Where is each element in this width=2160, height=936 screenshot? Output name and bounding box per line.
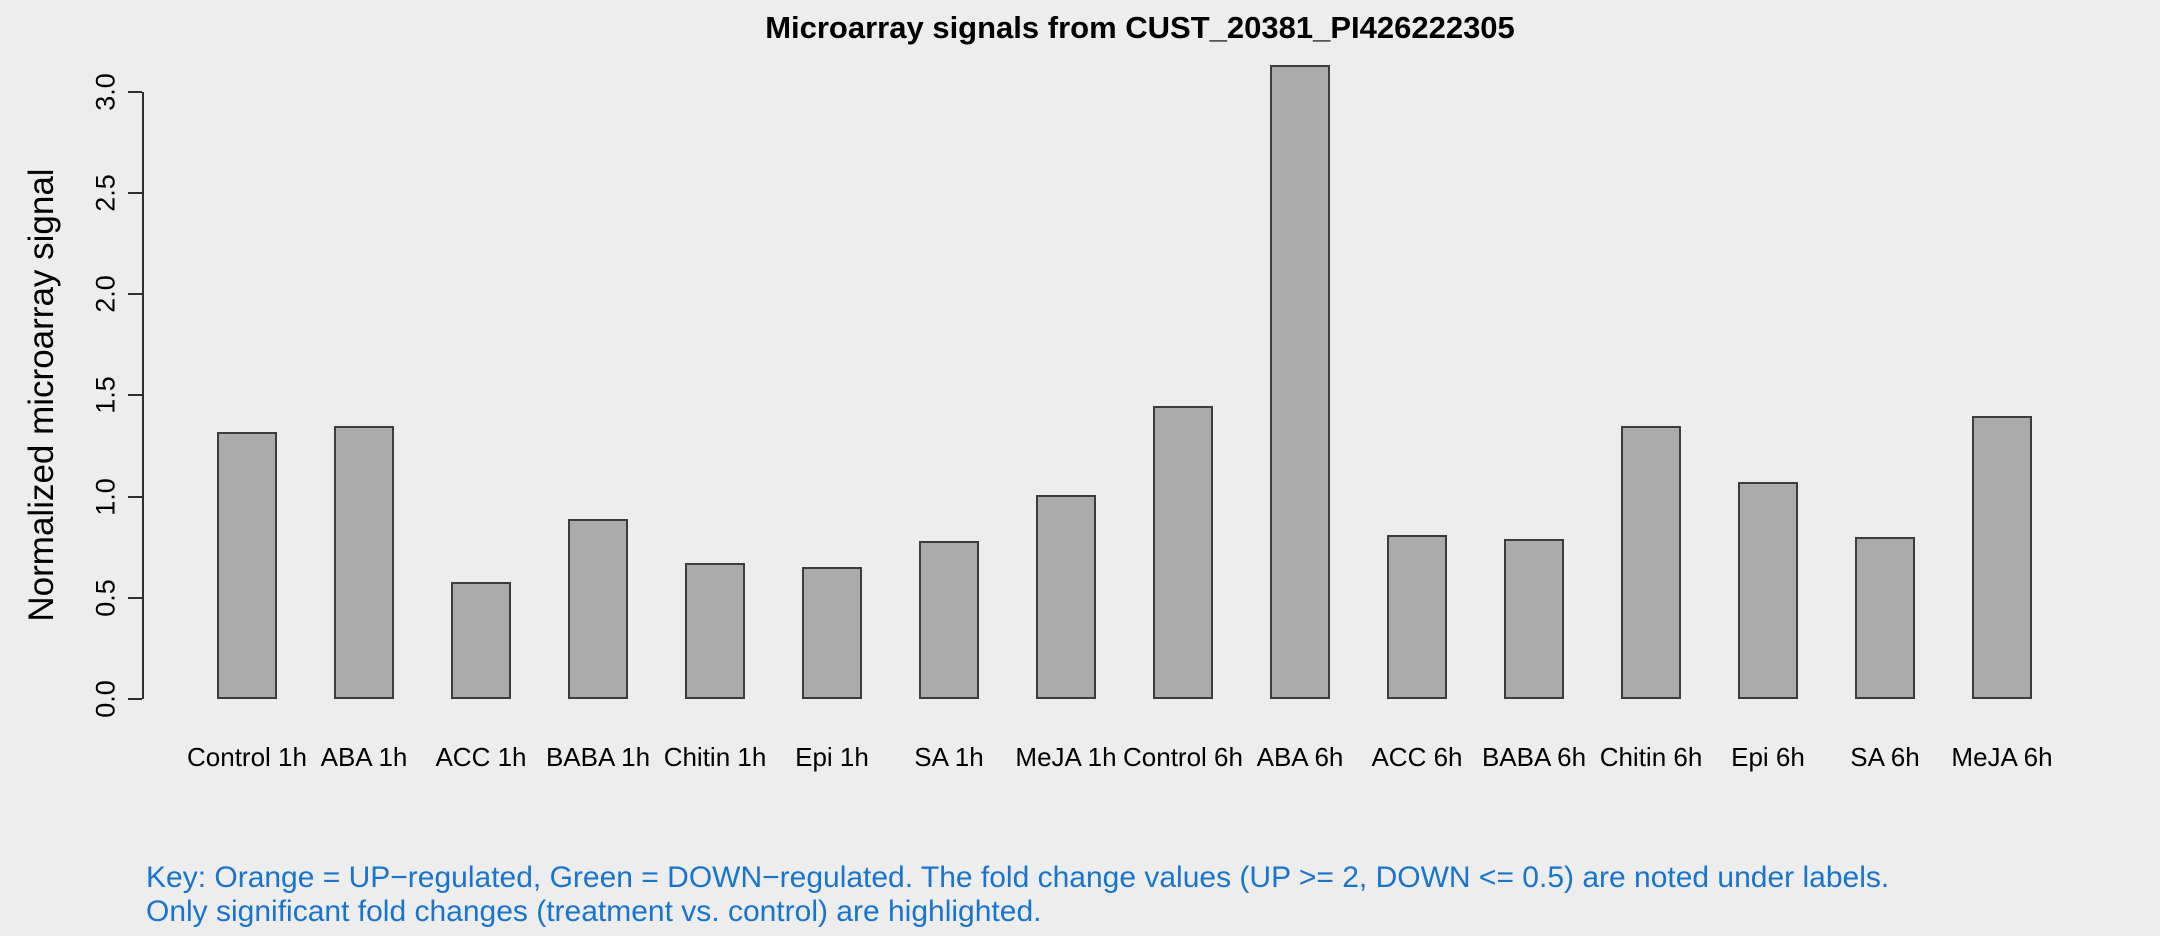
x-label-aba-1h: ABA 1h (320, 742, 408, 772)
bar-meja-6h (1972, 415, 2032, 699)
y-tick-label-text: 2.0 (90, 275, 121, 313)
x-label-baba-1h: BABA 1h (545, 742, 651, 772)
key-line-1: Key: Orange = UP−regulated, Green = DOWN… (146, 861, 1890, 894)
bar-acc-1h (451, 581, 511, 699)
y-tick-label-text: 1.5 (90, 376, 121, 415)
y-tick-label-text: 0.5 (90, 579, 121, 617)
bar-chitin-1h (685, 563, 745, 699)
x-label-epi-6h: Epi 6h (1731, 742, 1805, 772)
y-tick-mark-0.5 (128, 596, 142, 599)
y-tick-label-text: 0.0 (90, 680, 121, 718)
y-tick-mark-0.0 (128, 698, 142, 700)
bar-control-1h (217, 431, 277, 699)
bar-epi-6h (1738, 482, 1798, 699)
key-line-2: Only significant fold changes (treatment… (146, 895, 1042, 928)
bar-chitin-6h (1621, 425, 1681, 699)
y-tick-mark-2.0 (128, 293, 142, 296)
y-tick-label-text: 1.0 (90, 477, 121, 516)
bar-meja-1h (1036, 494, 1096, 699)
y-tick-mark-3.0 (128, 90, 142, 93)
x-label-chitin-6h: Chitin 6h (1599, 742, 1703, 772)
bar-control-6h (1153, 405, 1213, 699)
bar-aba-6h (1270, 65, 1330, 699)
x-label-epi-1h: Epi 1h (795, 742, 869, 772)
x-label-acc-6h: ACC 6h (1371, 742, 1463, 772)
bar-acc-6h (1387, 535, 1447, 699)
y-tick-mark-1.0 (128, 495, 142, 498)
x-label-sa-1h: SA 1h (914, 742, 984, 772)
x-label-sa-6h: SA 6h (1850, 742, 1920, 772)
y-tick-label-text: 3.0 (90, 73, 121, 111)
bar-baba-6h (1504, 539, 1564, 699)
x-label-acc-1h: ACC 1h (435, 742, 527, 772)
bar-baba-1h (568, 518, 628, 699)
y-tick-mark-2.5 (128, 192, 142, 194)
x-label-meja-6h: MeJA 6h (1951, 742, 2053, 772)
bar-aba-1h (334, 425, 394, 699)
x-label-control-1h: Control 1h (187, 742, 307, 772)
y-axis-label-text: Normalized microarray signal (22, 168, 61, 622)
y-axis-line (142, 91, 144, 699)
x-label-aba-6h: ABA 6h (1256, 742, 1344, 772)
y-tick-label-text: 2.5 (90, 174, 121, 212)
x-label-meja-1h: MeJA 1h (1015, 742, 1117, 772)
x-label-baba-6h: BABA 6h (1481, 742, 1587, 772)
bar-sa-6h (1855, 537, 1915, 699)
bar-sa-1h (919, 541, 979, 699)
bar-epi-1h (802, 567, 862, 699)
key-text-block: Key: Orange = UP−regulated, Green = DOWN… (146, 861, 1889, 929)
x-label-control-6h: Control 6h (1123, 742, 1243, 772)
x-label-chitin-1h: Chitin 1h (663, 742, 767, 772)
y-tick-mark-1.5 (128, 394, 142, 397)
chart-title: Microarray signals from CUST_20381_PI426… (765, 10, 1515, 45)
